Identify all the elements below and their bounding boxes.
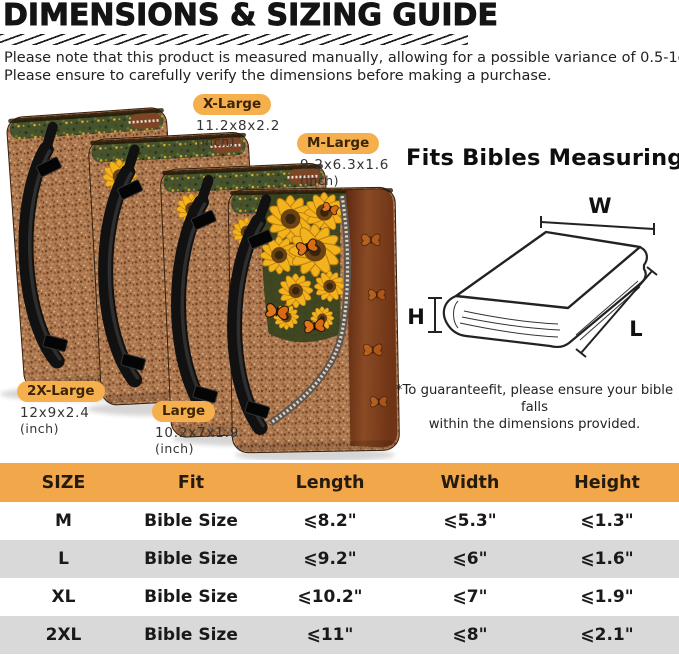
callout-x-large: X-Large 11.2x8x2.2 (inch) (193, 93, 280, 149)
cell-fit: Bible Size (144, 587, 238, 607)
cell-width: ⩽7" (452, 587, 488, 607)
cover-handle (18, 121, 68, 369)
dims-large: 10.2x7x1.9 (155, 425, 240, 441)
table-row-2xl: 2XL Bible Size ⩽11" ⩽8" ⩽2.1" (0, 616, 679, 654)
width-label: W (588, 195, 611, 218)
book-measurement-diagram: W H L (408, 195, 658, 358)
dims-x-large: 11.2x8x2.2 (196, 118, 281, 134)
size-badge-m-large: M-Large (297, 133, 380, 154)
callout-2x-large: 2X-Large 12x9x2.4 (inch) (17, 380, 105, 436)
cell-length: ⩽9.2" (303, 549, 357, 569)
unit-2x-large: (inch) (20, 421, 59, 436)
measurement-note-line2: Please ensure to carefully verify the di… (4, 68, 552, 84)
size-table: SIZE Fit Length Width Height M Bible Siz… (0, 463, 679, 654)
size-badge-x-large: X-Large (193, 94, 272, 115)
cell-fit: Bible Size (144, 625, 238, 645)
cell-size: XL (51, 587, 76, 607)
cell-width: ⩽8" (452, 625, 488, 645)
header-length: Length (295, 472, 365, 493)
cell-height: ⩽1.6" (580, 549, 634, 569)
product-photo (0, 95, 400, 462)
page-title: DIMENSIONS & SIZING GUIDE (3, 0, 499, 33)
fit-note-line1: *To guaranteefit, please ensure your bib… (395, 383, 674, 415)
measurement-note-line1: Please note that this product is measure… (4, 50, 679, 66)
cell-width: ⩽6" (452, 549, 488, 569)
cell-length: ⩽8.2" (303, 511, 357, 531)
hatch-divider (0, 34, 468, 45)
fit-guarantee-note: *To guaranteefit, please ensure your bib… (390, 382, 679, 433)
cover-handle (171, 174, 219, 420)
cell-height: ⩽1.9" (580, 587, 634, 607)
length-label: L (629, 317, 642, 341)
cell-size: M (55, 511, 72, 531)
cell-fit: Bible Size (144, 511, 238, 531)
cell-size: 2XL (45, 625, 82, 645)
cover-handle (227, 194, 274, 435)
cell-size: L (58, 549, 69, 569)
length-measure-line (575, 266, 658, 358)
bible-cover-m-large (227, 186, 400, 454)
cell-fit: Bible Size (144, 549, 238, 569)
size-badge-2x-large: 2X-Large (17, 381, 105, 402)
size-table-header-row: SIZE Fit Length Width Height (0, 463, 679, 502)
cover-handle (98, 144, 146, 388)
unit-x-large: (inch) (196, 134, 235, 149)
table-row-l: L Bible Size ⩽9.2" ⩽6" ⩽1.6" (0, 540, 679, 578)
zipper (268, 195, 352, 427)
unit-m-large: (inch) (300, 173, 339, 188)
cell-width: ⩽5.3" (443, 511, 497, 531)
callout-large: Large 10.2x7x1.9 (inch) (152, 400, 239, 456)
cell-height: ⩽2.1" (580, 625, 634, 645)
fit-note-line2: within the dimensions provided. (428, 417, 641, 432)
callout-m-large: M-Large 9.2x6.3x1.6 (inch) (297, 132, 389, 188)
height-label: H (408, 305, 425, 329)
cell-height: ⩽1.3" (580, 511, 634, 531)
width-measure-line (540, 216, 655, 235)
cell-length: ⩽10.2" (297, 587, 363, 607)
header-height: Height (574, 472, 640, 493)
leather-side-panel (346, 189, 398, 448)
dims-2x-large: 12x9x2.4 (20, 405, 90, 421)
header-fit: Fit (177, 472, 205, 493)
dims-m-large: 9.2x6.3x1.6 (300, 157, 390, 173)
table-row-m: M Bible Size ⩽8.2" ⩽5.3" ⩽1.3" (0, 502, 679, 540)
header-size: SIZE (41, 472, 86, 493)
table-row-xl: XL Bible Size ⩽10.2" ⩽7" ⩽1.9" (0, 578, 679, 616)
header-width: Width (440, 472, 500, 493)
page-lines (453, 280, 641, 341)
bible-covers-illustration (0, 107, 400, 462)
unit-large: (inch) (155, 441, 194, 456)
cell-length: ⩽11" (306, 625, 354, 645)
book-cover-top (454, 230, 642, 310)
height-measure-line (428, 297, 442, 333)
size-badge-large: Large (152, 401, 216, 422)
fit-guide-heading: Fits Bibles Measuring (406, 145, 679, 171)
